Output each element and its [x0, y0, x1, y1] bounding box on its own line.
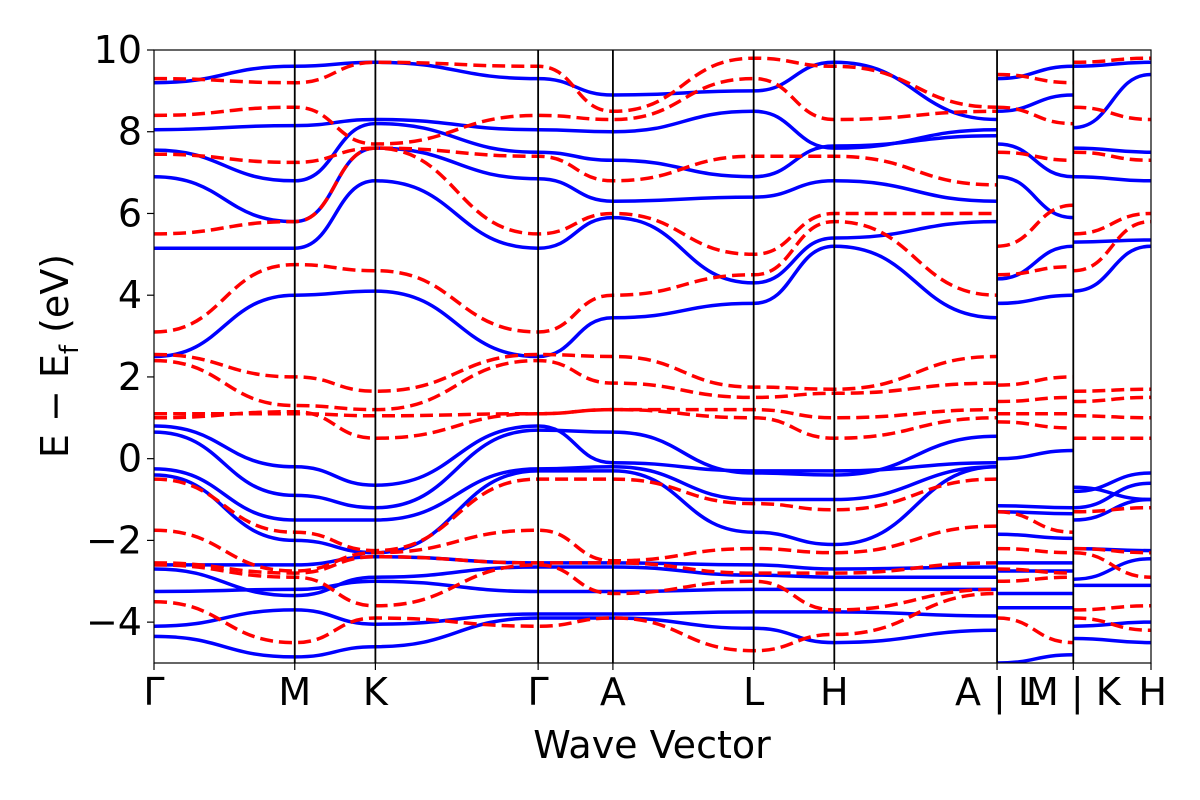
y-axis-title-unit: (eV) [33, 254, 77, 345]
band-line-blue-solid-5 [154, 465, 1151, 555]
band-line-red-dashed-0 [154, 591, 1151, 653]
band-line-red-dashed-3 [154, 524, 1151, 573]
plot-frame [153, 49, 1152, 664]
y-tick-label: −4 [86, 600, 142, 644]
y-tick-label: 0 [118, 437, 142, 481]
x-axis-ticks: Γ M K Γ A L H A | LM | K H [143, 663, 1167, 715]
band-line-blue-solid-13 [154, 72, 1151, 150]
y-tick-label: 8 [118, 110, 142, 154]
y-axis-ticks: 10 8 6 4 2 0 −2 −4 [86, 28, 154, 644]
x-tick-label: H [1138, 670, 1167, 714]
x-axis-title: Wave Vector [533, 723, 771, 767]
x-tick-label: Γ [143, 670, 164, 714]
x-tick-label: M | K [1026, 670, 1122, 715]
x-tick-label: A [600, 670, 626, 714]
y-tick-label: 10 [94, 28, 142, 72]
x-tick-label: L [743, 670, 764, 714]
y-axis-title-subscript: f [55, 344, 85, 354]
band-line-red-dashed-6 [154, 407, 1151, 420]
x-tick-label: Γ [528, 670, 549, 714]
high-symmetry-lines [293, 50, 1075, 663]
band-line-blue-solid-10 [154, 179, 1151, 285]
x-tick-label: H [820, 670, 849, 714]
y-tick-label: 6 [118, 191, 142, 235]
y-tick-label: 4 [118, 273, 142, 317]
band-line-blue-solid-11 [154, 146, 1151, 224]
y-tick-label: 2 [118, 355, 142, 399]
x-tick-label: A | L [955, 670, 1039, 715]
x-tick-label: K [363, 670, 389, 714]
band-line-blue-solid-7 [154, 428, 1151, 510]
band-line-red-dashed-10 [154, 146, 1151, 257]
y-axis-title: E − Ef (eV) [33, 254, 85, 458]
band-lines [154, 56, 1151, 663]
y-axis-title-main: E − E [33, 354, 77, 458]
x-tick-label: M [278, 670, 311, 714]
band-line-blue-solid-9 [154, 244, 1151, 359]
y-tick-label: −2 [86, 518, 142, 562]
